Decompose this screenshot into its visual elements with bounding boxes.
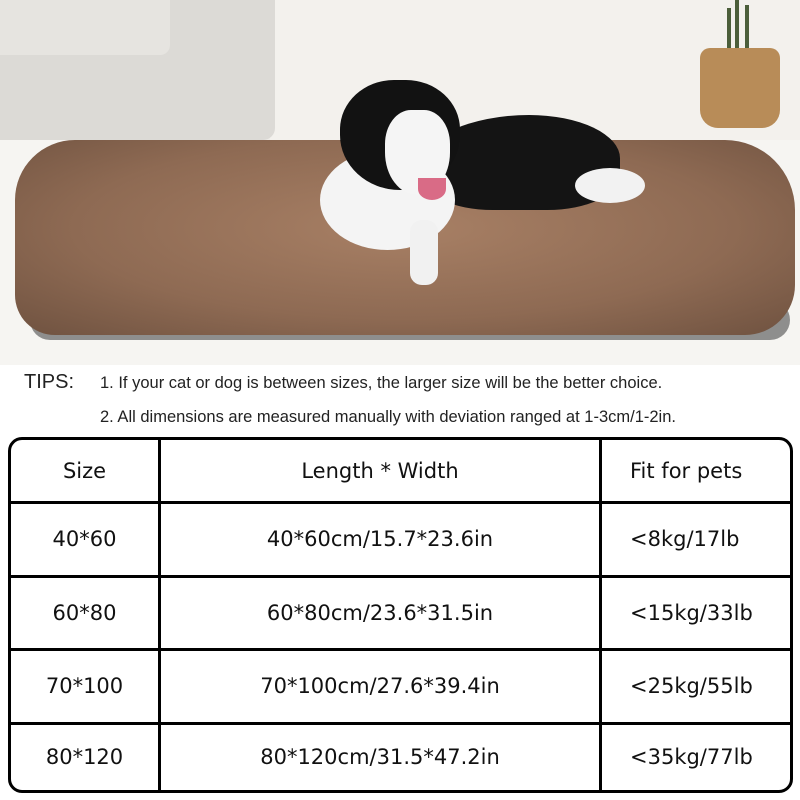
- cell-dimensions: 80*120cm/31.5*47.2in: [161, 724, 602, 790]
- table-row: 80*120 80*120cm/31.5*47.2in <35kg/77lb: [11, 724, 790, 790]
- dog-leg: [410, 220, 438, 285]
- size-table: Size Length * Width Fit for pets 40*60 4…: [8, 437, 793, 793]
- cell-size: 40*60: [11, 504, 161, 578]
- cell-fit: <25kg/55lb: [602, 651, 790, 725]
- dog-tongue: [418, 178, 446, 200]
- table-row: 40*60 40*60cm/15.7*23.6in <8kg/17lb: [11, 504, 790, 578]
- table-header-row: Size Length * Width Fit for pets: [11, 440, 790, 504]
- cell-size: 80*120: [11, 724, 161, 790]
- table-row: 60*80 60*80cm/23.6*31.5in <15kg/33lb: [11, 577, 790, 652]
- cell-fit: <35kg/77lb: [630, 745, 753, 770]
- cell-fit: <15kg/33lb: [602, 578, 790, 652]
- cell-size: 70*100: [11, 651, 161, 725]
- table-row: 70*100 70*100cm/27.6*39.4in <25kg/55lb: [11, 651, 790, 725]
- cell-fit: <8kg/17lb: [602, 504, 790, 578]
- tips-section: TIPS: 1. If your cat or dog is between s…: [0, 365, 800, 435]
- cell-dimensions: 40*60cm/15.7*23.6in: [161, 504, 602, 578]
- cell-dimensions: 70*100cm/27.6*39.4in: [161, 651, 602, 725]
- sofa: [0, 0, 275, 140]
- tip-2: 2. All dimensions are measured manually …: [100, 408, 676, 426]
- header-size: Size: [11, 440, 161, 504]
- plant: [735, 0, 739, 55]
- plant-basket: [700, 48, 780, 128]
- tips-label: TIPS:: [24, 371, 75, 393]
- dog-tail: [575, 168, 645, 203]
- tip-1: 1. If your cat or dog is between sizes, …: [100, 374, 663, 392]
- header-length-width: Length * Width: [161, 440, 602, 504]
- product-photo: [0, 0, 800, 365]
- cell-size: 60*80: [11, 577, 161, 652]
- header-fit-for-pets: Fit for pets: [602, 440, 790, 504]
- cell-dimensions: 60*80cm/23.6*31.5in: [161, 577, 602, 652]
- sofa-cushion: [0, 0, 170, 55]
